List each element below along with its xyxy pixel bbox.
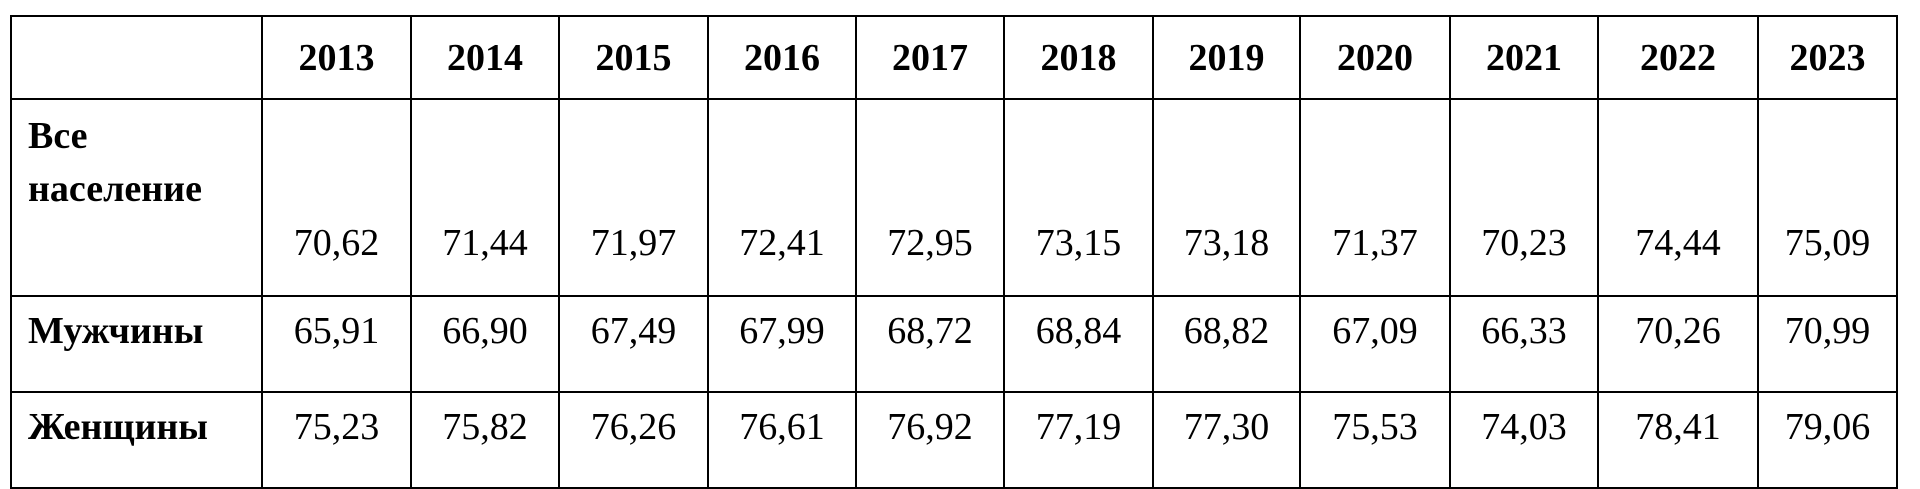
value-cell: 74,44 [1597,98,1759,297]
value-cell: 67,99 [707,295,857,393]
value-cell: 71,37 [1299,98,1451,297]
year-header: 2021 [1449,15,1599,100]
year-header: 2016 [707,15,857,100]
value-cell: 79,06 [1757,391,1898,489]
value-cell: 74,03 [1449,391,1599,489]
value-cell: 70,62 [261,98,412,297]
page: 2013 2014 2015 2016 2017 2018 2019 2020 2021 2022… [10,15,1898,489]
value-cell: 76,61 [707,391,857,489]
value-cell: 68,82 [1152,295,1301,393]
value-cell: 73,15 [1003,98,1154,297]
value-cell: 70,23 [1449,98,1599,297]
data-row: Женщины 75,23 75,82 76,26 76,61 76,92 77,19 77,… [10,391,1898,489]
value-cell: 77,30 [1152,391,1301,489]
value-cell: 65,91 [261,295,412,393]
value-cell: 77,19 [1003,391,1154,489]
value-cell: 76,92 [855,391,1005,489]
value-cell: 75,82 [410,391,560,489]
row-label: Мужчины [10,295,263,393]
value-cell: 68,84 [1003,295,1154,393]
value-cell: 75,23 [261,391,412,489]
value-cell: 66,33 [1449,295,1599,393]
value-cell: 73,18 [1152,98,1301,297]
value-cell: 67,49 [558,295,709,393]
value-cell: 76,26 [558,391,709,489]
data-table: 2013 2014 2015 2016 2017 2018 2019 2020 2021 2022… [10,15,1898,489]
data-row: Все население 70,62 71,44 71,97 72,41 72,95 73… [10,98,1898,297]
value-cell: 67,09 [1299,295,1451,393]
year-header: 2019 [1152,15,1301,100]
value-cell: 75,09 [1757,98,1898,297]
year-header: 2013 [261,15,412,100]
value-cell: 70,26 [1597,295,1759,393]
year-header: 2020 [1299,15,1451,100]
data-row: Мужчины 65,91 66,90 67,49 67,99 68,72 68,84 68,… [10,295,1898,393]
row-label: Все население [10,98,263,297]
value-cell: 68,72 [855,295,1005,393]
year-header: 2017 [855,15,1005,100]
value-cell: 70,99 [1757,295,1898,393]
value-cell: 72,41 [707,98,857,297]
value-cell: 71,97 [558,98,709,297]
year-header: 2023 [1757,15,1898,100]
year-header: 2022 [1597,15,1759,100]
value-cell: 75,53 [1299,391,1451,489]
value-cell: 71,44 [410,98,560,297]
value-cell: 78,41 [1597,391,1759,489]
header-row: 2013 2014 2015 2016 2017 2018 2019 2020 2021 2022… [10,15,1898,100]
corner-cell [10,15,263,100]
value-cell: 66,90 [410,295,560,393]
year-header: 2014 [410,15,560,100]
year-header: 2015 [558,15,709,100]
row-label: Женщины [10,391,263,489]
year-header: 2018 [1003,15,1154,100]
value-cell: 72,95 [855,98,1005,297]
